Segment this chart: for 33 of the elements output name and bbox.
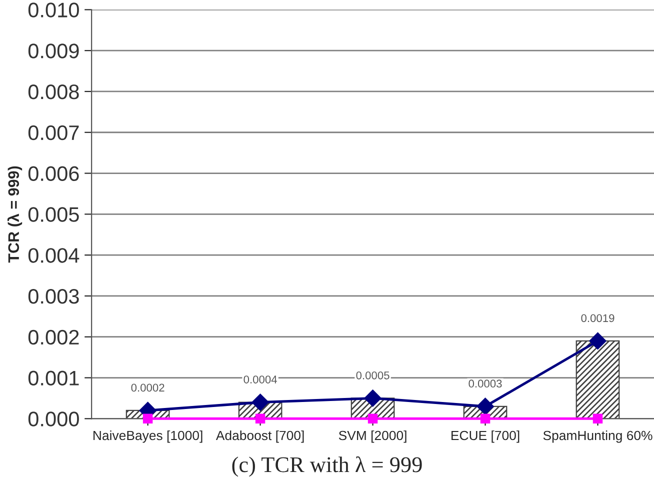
y-tick-label: 0.003 bbox=[28, 288, 79, 304]
y-tick-label: 0.009 bbox=[28, 44, 79, 58]
point bbox=[364, 390, 382, 407]
y-tick-label: 0.002 bbox=[28, 330, 79, 345]
y-tick-label: 0.004 bbox=[28, 248, 80, 263]
data-label: 0.0005 bbox=[356, 371, 390, 380]
x-tick-label: ECUE [700] bbox=[452, 430, 520, 443]
point bbox=[589, 332, 606, 350]
y-tick-label: 0.010 bbox=[28, 2, 79, 18]
y-tick-label: 0.005 bbox=[28, 207, 79, 222]
data-label: 0.0003 bbox=[468, 380, 502, 388]
data-label: 0.0004 bbox=[244, 376, 277, 384]
point bbox=[368, 414, 378, 424]
x-tick-label: NaiveBayes [1000] bbox=[94, 430, 202, 443]
y-tick-label: 0.007 bbox=[28, 125, 79, 140]
point bbox=[252, 394, 269, 411]
x-tick-label: SpamHunting 60% bbox=[543, 430, 652, 443]
point bbox=[142, 414, 153, 424]
y-axis-title: TCR (λ = 999) bbox=[7, 166, 22, 263]
y-tick-label: 0.001 bbox=[28, 370, 79, 386]
bar bbox=[576, 340, 620, 419]
y-tick-label: 0.008 bbox=[28, 84, 79, 100]
point bbox=[255, 414, 266, 424]
point bbox=[476, 398, 494, 415]
data-label: 0.0019 bbox=[581, 314, 614, 322]
data-label: 0.0002 bbox=[131, 384, 164, 392]
point bbox=[480, 414, 490, 424]
x-tick-label: Adaboost [700] bbox=[216, 430, 304, 443]
x-tick-label: SVM [2000] bbox=[338, 430, 406, 443]
y-tick-label: 0.006 bbox=[28, 166, 79, 182]
point bbox=[592, 414, 603, 424]
text: (c) TCR with λ = 999 bbox=[232, 456, 422, 477]
y-tick-label: 0.000 bbox=[28, 412, 79, 426]
